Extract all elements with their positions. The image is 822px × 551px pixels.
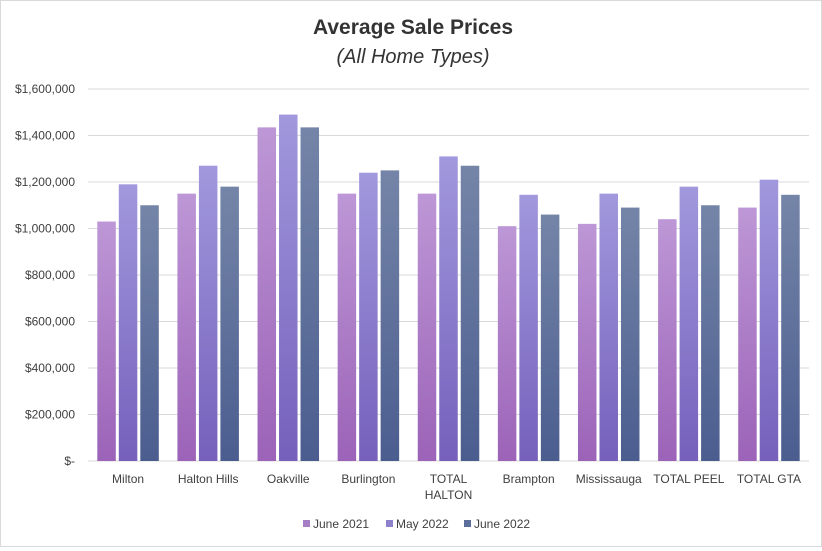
bar-may-2022 (679, 186, 699, 461)
y-tick-label: $1,000,000 (15, 222, 75, 236)
x-tick-label: Oakville (267, 472, 310, 486)
bar-may-2022 (279, 114, 298, 461)
bar-june-2022 (781, 194, 800, 461)
bar-june-2021 (97, 221, 116, 461)
bar-june-2021 (577, 223, 597, 461)
bar-june-2021 (658, 219, 677, 461)
y-tick-label: $1,200,000 (15, 175, 75, 189)
bar-june-2022 (620, 207, 640, 461)
x-tick-label: Mississauga (576, 472, 642, 486)
x-tick-label: Milton (112, 472, 144, 486)
x-tick-label: Burlington (341, 472, 395, 486)
bar-may-2022 (519, 194, 538, 461)
chart-subtitle: (All Home Types) (337, 46, 490, 68)
bar-may-2022 (359, 172, 378, 461)
x-axis-ticks: Milton Halton Hills Oakville Burlington TOTA… (112, 472, 801, 502)
y-tick-label: $800,000 (25, 268, 75, 282)
x-tick-label: Halton Hills (178, 472, 239, 486)
x-tick-label: Brampton (503, 472, 555, 486)
bar-june-2022 (701, 205, 720, 461)
bars (97, 114, 800, 462)
legend-label: May 2022 (396, 517, 449, 531)
chart-title: Average Sale Prices (313, 16, 513, 39)
bar-june-2021 (177, 193, 196, 461)
x-tick-label: HALTON (425, 488, 473, 502)
x-tick-label: TOTAL GTA (737, 472, 801, 486)
y-tick-label: $- (64, 454, 75, 468)
legend-swatch (386, 520, 393, 527)
legend-swatch (303, 520, 310, 527)
bar-may-2022 (198, 165, 218, 461)
bar-june-2022 (300, 127, 320, 462)
bar-june-2022 (540, 214, 560, 461)
bar-june-2021 (738, 207, 757, 461)
y-axis-ticks: $- $200,000 $400,000 $600,000 $800,000 $1,000… (15, 82, 75, 468)
legend-label: June 2021 (313, 517, 369, 531)
bar-may-2022 (759, 179, 779, 462)
bar-may-2022 (118, 184, 138, 461)
legend-swatch (464, 520, 471, 527)
y-tick-label: $200,000 (25, 408, 75, 422)
bar-june-2021 (257, 127, 277, 462)
legend: June 2021 May 2022 June 2022 (303, 517, 530, 531)
bar-june-2021 (497, 226, 517, 461)
bar-may-2022 (439, 156, 458, 462)
bar-june-2022 (460, 165, 480, 461)
bar-may-2022 (599, 193, 618, 461)
x-tick-label: TOTAL PEEL (653, 472, 724, 486)
bar-june-2022 (140, 205, 159, 461)
bar-june-2022 (220, 186, 239, 461)
x-tick-label: TOTAL (430, 472, 468, 486)
y-tick-label: $1,600,000 (15, 82, 75, 96)
bar-june-2021 (337, 193, 357, 461)
y-tick-label: $1,400,000 (15, 129, 75, 143)
y-tick-label: $400,000 (25, 361, 75, 375)
y-tick-label: $600,000 (25, 315, 75, 329)
bar-june-2022 (380, 170, 400, 461)
bar-june-2021 (417, 193, 437, 461)
legend-label: June 2022 (474, 517, 530, 531)
